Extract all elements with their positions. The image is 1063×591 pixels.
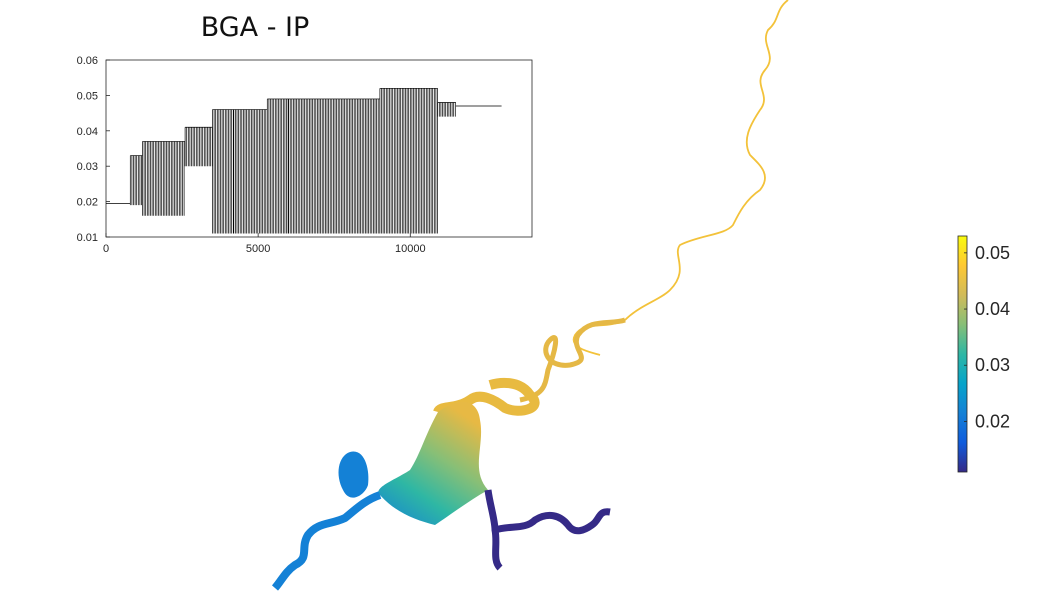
inset-line-plot: 0 5000 10000 0.01 0.02 0.03 0.04 0.05 0.06 bbox=[77, 55, 533, 255]
river-east-branch bbox=[484, 489, 611, 571]
colorbar-tick-label: 0.04 bbox=[975, 299, 1010, 319]
colorbar: 0.02 0.03 0.04 0.05 bbox=[957, 235, 1010, 473]
river-map bbox=[271, 0, 789, 591]
y-tick-label: 0.06 bbox=[77, 55, 98, 67]
y-tick-label: 0.05 bbox=[77, 90, 98, 102]
reservoir-lake bbox=[378, 401, 488, 525]
y-tick-label: 0.02 bbox=[77, 197, 98, 209]
colorbar-tick-label: 0.03 bbox=[975, 355, 1010, 375]
x-tick-label: 0 bbox=[103, 243, 109, 255]
x-tick-label: 5000 bbox=[246, 243, 270, 255]
colorbar-tick-label: 0.05 bbox=[975, 243, 1010, 263]
x-tick-label: 10000 bbox=[395, 243, 426, 255]
river-bend bbox=[519, 317, 626, 403]
y-tick-label: 0.04 bbox=[77, 126, 98, 138]
river-lower-reach bbox=[271, 491, 382, 591]
axis-ticks: 0 5000 10000 0.01 0.02 0.03 0.04 0.05 0.06 bbox=[77, 55, 426, 255]
river-upper-reach bbox=[572, 0, 789, 356]
y-tick-label: 0.03 bbox=[77, 161, 98, 173]
colorbar-ticks: 0.02 0.03 0.04 0.05 bbox=[964, 243, 1010, 431]
colorbar-gradient bbox=[957, 235, 968, 473]
series-trace bbox=[106, 87, 502, 234]
series-line bbox=[106, 87, 502, 234]
river-lower-bay bbox=[338, 451, 369, 498]
colorbar-tick-label: 0.02 bbox=[975, 411, 1010, 431]
chart-title: BGA - IP bbox=[200, 12, 310, 43]
y-tick-label: 0.01 bbox=[77, 232, 98, 244]
